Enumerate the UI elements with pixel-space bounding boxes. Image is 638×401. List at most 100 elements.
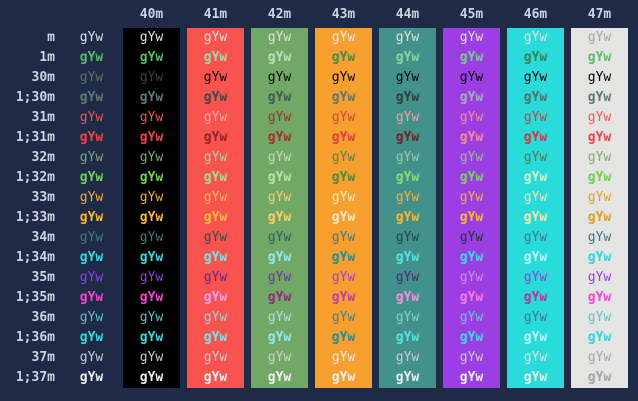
color-cell: gYw xyxy=(571,168,628,188)
color-cell: gYw xyxy=(187,368,244,388)
color-cell: gYw xyxy=(79,250,104,265)
color-cell: gYw xyxy=(507,308,564,328)
color-cell: gYw xyxy=(571,28,628,48)
table-row: 34m gYw gYw gYw gYw gYw gYw gYw gYw gYw xyxy=(0,228,638,248)
color-cell: gYw xyxy=(123,208,180,228)
color-cell: gYw xyxy=(443,308,500,328)
color-cell: gYw xyxy=(507,88,564,108)
color-cell: gYw xyxy=(507,288,564,308)
table-row: 37m gYw gYw gYw gYw gYw gYw gYw gYw gYw xyxy=(0,348,638,368)
color-cell: gYw xyxy=(187,348,244,368)
color-cell: gYw xyxy=(507,108,564,128)
color-cell: gYw xyxy=(251,208,308,228)
color-cell: gYw xyxy=(123,168,180,188)
color-cell: gYw xyxy=(251,308,308,328)
color-cell: gYw xyxy=(123,148,180,168)
color-cell: gYw xyxy=(571,188,628,208)
color-cell: gYw xyxy=(315,228,372,248)
color-cell: gYw xyxy=(79,110,104,125)
color-cell: gYw xyxy=(571,108,628,128)
color-cell: gYw xyxy=(187,168,244,188)
color-cell: gYw xyxy=(187,228,244,248)
color-cell: gYw xyxy=(315,328,372,348)
table-row: 1m gYw gYw gYw gYw gYw gYw gYw gYw gYw xyxy=(0,48,638,68)
color-cell: gYw xyxy=(443,48,500,68)
color-cell: gYw xyxy=(187,48,244,68)
row-label: 1;30m xyxy=(15,90,55,105)
color-cell: gYw xyxy=(507,208,564,228)
column-header: 44m xyxy=(395,7,420,22)
color-cell: gYw xyxy=(379,188,436,208)
color-cell: gYw xyxy=(123,108,180,128)
table-row: 1;37m gYw gYw gYw gYw gYw gYw gYw gYw gYw xyxy=(0,368,638,388)
table-row: 1;35m gYw gYw gYw gYw gYw gYw gYw gYw gYw xyxy=(0,288,638,308)
row-label: 1;33m xyxy=(15,210,55,225)
row-label: 1;31m xyxy=(15,130,55,145)
color-cell: gYw xyxy=(251,148,308,168)
color-cell: gYw xyxy=(379,168,436,188)
color-cell: gYw xyxy=(251,188,308,208)
color-cell: gYw xyxy=(187,248,244,268)
color-cell: gYw xyxy=(251,48,308,68)
color-cell: gYw xyxy=(79,370,104,385)
color-cell: gYw xyxy=(315,188,372,208)
color-cell: gYw xyxy=(443,108,500,128)
row-label: m xyxy=(47,30,55,45)
color-cell: gYw xyxy=(443,188,500,208)
color-cell: gYw xyxy=(571,48,628,68)
color-cell: gYw xyxy=(571,308,628,328)
color-cell: gYw xyxy=(443,288,500,308)
table-row: 30m gYw gYw gYw gYw gYw gYw gYw gYw gYw xyxy=(0,68,638,88)
color-cell: gYw xyxy=(123,128,180,148)
color-cell: gYw xyxy=(507,168,564,188)
color-cell: gYw xyxy=(571,88,628,108)
color-cell: gYw xyxy=(379,48,436,68)
color-cell: gYw xyxy=(251,288,308,308)
color-cell: gYw xyxy=(123,348,180,368)
color-cell: gYw xyxy=(507,28,564,48)
table-row: m gYw gYw gYw gYw gYw gYw gYw gYw gYw xyxy=(0,28,638,48)
column-header: 42m xyxy=(267,7,292,22)
table-row: 1;32m gYw gYw gYw gYw gYw gYw gYw gYw gYw xyxy=(0,168,638,188)
color-cell: gYw xyxy=(251,68,308,88)
color-cell: gYw xyxy=(251,168,308,188)
color-cell: gYw xyxy=(187,68,244,88)
color-cell: gYw xyxy=(507,148,564,168)
color-cell: gYw xyxy=(507,48,564,68)
color-cell: gYw xyxy=(79,70,104,85)
color-cell: gYw xyxy=(507,128,564,148)
row-label: 36m xyxy=(31,310,55,325)
color-cell: gYw xyxy=(187,88,244,108)
color-cell: gYw xyxy=(379,148,436,168)
color-cell: gYw xyxy=(79,310,104,325)
row-label: 1m xyxy=(39,50,55,65)
color-cell: gYw xyxy=(443,148,500,168)
color-cell: gYw xyxy=(187,308,244,328)
color-cell: gYw xyxy=(123,68,180,88)
color-cell: gYw xyxy=(79,130,104,145)
color-cell: gYw xyxy=(315,248,372,268)
color-cell: gYw xyxy=(443,128,500,148)
color-cell: gYw xyxy=(315,308,372,328)
color-cell: gYw xyxy=(379,348,436,368)
color-cell: gYw xyxy=(507,348,564,368)
color-cell: gYw xyxy=(315,128,372,148)
row-label: 1;32m xyxy=(15,170,55,185)
color-cell: gYw xyxy=(379,268,436,288)
color-cell: gYw xyxy=(571,248,628,268)
table-row: 35m gYw gYw gYw gYw gYw gYw gYw gYw gYw xyxy=(0,268,638,288)
color-cell: gYw xyxy=(379,368,436,388)
color-cell: gYw xyxy=(443,248,500,268)
color-cell: gYw xyxy=(443,328,500,348)
row-label: 1;34m xyxy=(15,250,55,265)
table-row: 1;30m gYw gYw gYw gYw gYw gYw gYw gYw gYw xyxy=(0,88,638,108)
color-cell: gYw xyxy=(443,88,500,108)
color-cell: gYw xyxy=(379,248,436,268)
color-cell: gYw xyxy=(123,188,180,208)
color-cell: gYw xyxy=(379,288,436,308)
color-cell: gYw xyxy=(251,88,308,108)
table-row: 1;31m gYw gYw gYw gYw gYw gYw gYw gYw gYw xyxy=(0,128,638,148)
color-cell: gYw xyxy=(443,228,500,248)
color-cell: gYw xyxy=(187,328,244,348)
row-label: 1;37m xyxy=(15,370,55,385)
